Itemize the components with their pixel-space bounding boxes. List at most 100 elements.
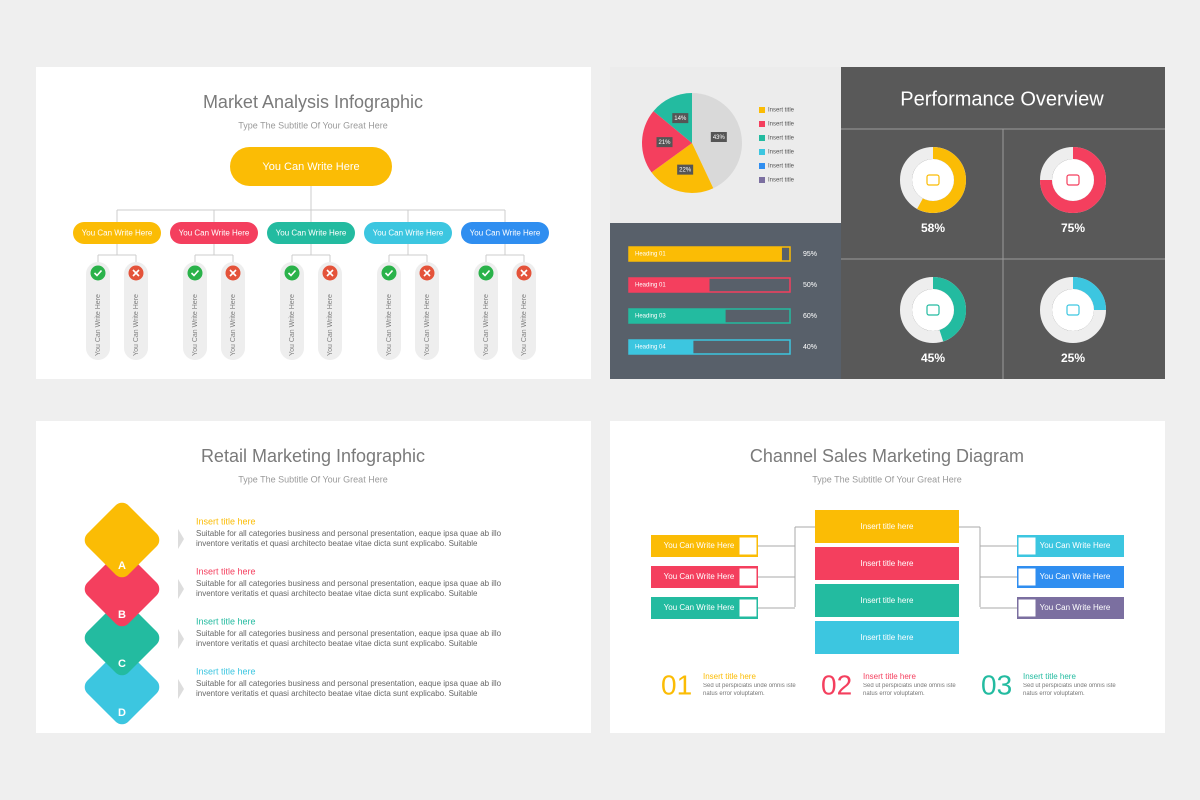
panel-title: Performance Overview (900, 88, 1104, 110)
bar-value: 95% (803, 251, 817, 258)
step-number: 03 (981, 669, 1012, 700)
branch-node (73, 222, 161, 244)
branch-node (461, 222, 549, 244)
item-text-box: Suitable for all categories business and… (196, 679, 502, 699)
donut-icon (1066, 304, 1080, 316)
side-label: You Can Write Here (664, 572, 735, 581)
item-pill (415, 262, 439, 360)
check-mark (190, 269, 200, 277)
branch-node (267, 222, 355, 244)
bar-value: 50% (803, 282, 817, 289)
step-text-box: Sed ut perspiciatis unde omnis iste natu… (703, 683, 796, 697)
side-icon (1017, 536, 1037, 556)
branch-label: You Can Write Here (373, 229, 444, 238)
center-label: Insert title here (861, 596, 914, 605)
side-label: You Can Write Here (664, 541, 735, 550)
step-text-box: Sed ut perspiciatis unde omnis iste natu… (863, 683, 956, 697)
bar-category: Heading 01 (635, 252, 666, 258)
donut-center (912, 159, 954, 201)
center-box (815, 584, 959, 617)
side-box (651, 566, 758, 588)
side-icon (1017, 567, 1037, 587)
slide-title: Channel Sales Marketing Diagram (750, 446, 1024, 466)
item-text: Suitable for all categories business and… (196, 679, 502, 699)
item-label: You Can Write Here (133, 294, 140, 356)
diamond-letter: B (118, 609, 126, 621)
center-box (815, 621, 959, 654)
legend-swatch (759, 177, 765, 183)
root-node (230, 147, 392, 186)
legend-swatch (759, 121, 765, 127)
item-text: Suitable for all categories business and… (196, 529, 502, 549)
step-title: Insert title here (1023, 672, 1076, 681)
slide-title: Retail Marketing Infographic (201, 446, 425, 466)
step-number: 01 (661, 669, 692, 700)
item-text: Suitable for all categories business and… (196, 629, 502, 649)
slide-subtitle: Type The Subtitle Of Your Great Here (238, 474, 387, 484)
diamond-letter: A (118, 560, 126, 572)
pointer (178, 629, 184, 649)
center-label: Insert title here (861, 559, 914, 568)
pointer (178, 679, 184, 699)
center-box (815, 510, 959, 543)
branch-node (170, 222, 258, 244)
pie-label-bg (710, 132, 727, 143)
step-text: Sed ut perspiciatis unde omnis iste natu… (1023, 683, 1116, 697)
step-number: 02 (821, 669, 852, 700)
side-box (1017, 566, 1124, 588)
item-text-box: Suitable for all categories business and… (196, 529, 502, 549)
pie-label-bg (672, 113, 689, 124)
check-mark (384, 269, 394, 277)
bar (629, 278, 710, 292)
donut-center (912, 289, 954, 331)
item-label: You Can Write Here (483, 294, 490, 356)
step-title: Insert title here (703, 672, 756, 681)
pie-label: 22% (679, 168, 692, 174)
cross-mark (132, 269, 140, 277)
item-title: Insert title here (196, 566, 256, 576)
legend-label: Insert title (768, 122, 795, 128)
item-pill (377, 262, 401, 360)
side-icon (738, 567, 758, 587)
side-label: You Can Write Here (664, 603, 735, 612)
step-text: Sed ut perspiciatis unde omnis iste natu… (703, 683, 796, 697)
side-label: You Can Write Here (1040, 572, 1111, 581)
bar-category: Heading 01 (635, 283, 666, 289)
legend-label: Insert title (768, 164, 795, 170)
step-title: Insert title here (863, 672, 916, 681)
check-mark (287, 269, 297, 277)
item-text-box: Suitable for all categories business and… (196, 579, 502, 599)
donut-icon (926, 304, 940, 316)
pie-label-bg (677, 164, 694, 175)
branch-label: You Can Write Here (470, 229, 541, 238)
branch-label: You Can Write Here (179, 229, 250, 238)
item-pill (221, 262, 245, 360)
item-pill (124, 262, 148, 360)
side-box (651, 597, 758, 619)
cross-mark (423, 269, 431, 277)
item-label: You Can Write Here (95, 294, 102, 356)
pointer (178, 529, 184, 549)
bar (629, 340, 694, 354)
center-box (815, 547, 959, 580)
donut-icon (926, 174, 940, 186)
item-label: You Can Write Here (424, 294, 431, 356)
donut-icon (1066, 174, 1080, 186)
item-label: You Can Write Here (386, 294, 393, 356)
legend-swatch (759, 149, 765, 155)
item-text: Suitable for all categories business and… (196, 579, 502, 599)
item-label: You Can Write Here (230, 294, 237, 356)
slide-title: Market Analysis Infographic (203, 92, 423, 112)
item-title: Insert title here (196, 666, 256, 676)
item-title: Insert title here (196, 616, 256, 626)
bar (629, 309, 726, 323)
pointer (178, 579, 184, 599)
legend-label: Insert title (768, 150, 795, 156)
donut-center (1052, 289, 1094, 331)
branch-node (364, 222, 452, 244)
item-label: You Can Write Here (327, 294, 334, 356)
branch-label: You Can Write Here (276, 229, 347, 238)
check-icon (187, 265, 203, 281)
center-label: Insert title here (861, 633, 914, 642)
